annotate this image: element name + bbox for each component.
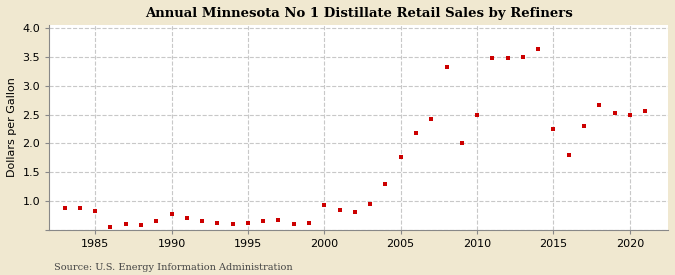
Point: [334, 207, 345, 212]
Point: [518, 55, 529, 59]
Point: [564, 153, 574, 157]
Point: [182, 216, 192, 221]
Point: [319, 203, 329, 207]
Point: [609, 111, 620, 116]
Point: [196, 219, 207, 223]
Point: [640, 108, 651, 113]
Point: [487, 55, 497, 60]
Point: [136, 223, 146, 227]
Text: Source: U.S. Energy Information Administration: Source: U.S. Energy Information Administ…: [54, 263, 293, 272]
Point: [441, 65, 452, 69]
Point: [364, 202, 375, 206]
Point: [410, 131, 421, 135]
Point: [74, 206, 85, 210]
Point: [548, 127, 559, 131]
Point: [624, 112, 635, 117]
Point: [380, 182, 391, 186]
Y-axis label: Dollars per Gallon: Dollars per Gallon: [7, 78, 17, 177]
Point: [578, 124, 589, 128]
Point: [151, 219, 161, 223]
Point: [533, 47, 543, 52]
Point: [472, 112, 483, 117]
Point: [594, 103, 605, 107]
Point: [258, 219, 269, 223]
Point: [350, 210, 360, 215]
Point: [273, 218, 284, 222]
Point: [212, 221, 223, 225]
Point: [502, 55, 513, 60]
Point: [227, 222, 238, 226]
Point: [288, 222, 299, 226]
Point: [426, 117, 437, 121]
Point: [166, 211, 177, 216]
Title: Annual Minnesota No 1 Distillate Retail Sales by Refiners: Annual Minnesota No 1 Distillate Retail …: [145, 7, 572, 20]
Point: [242, 221, 253, 225]
Point: [304, 221, 315, 225]
Point: [396, 155, 406, 159]
Point: [456, 141, 467, 145]
Point: [105, 225, 116, 229]
Point: [120, 222, 131, 226]
Point: [59, 206, 70, 210]
Point: [90, 208, 101, 213]
